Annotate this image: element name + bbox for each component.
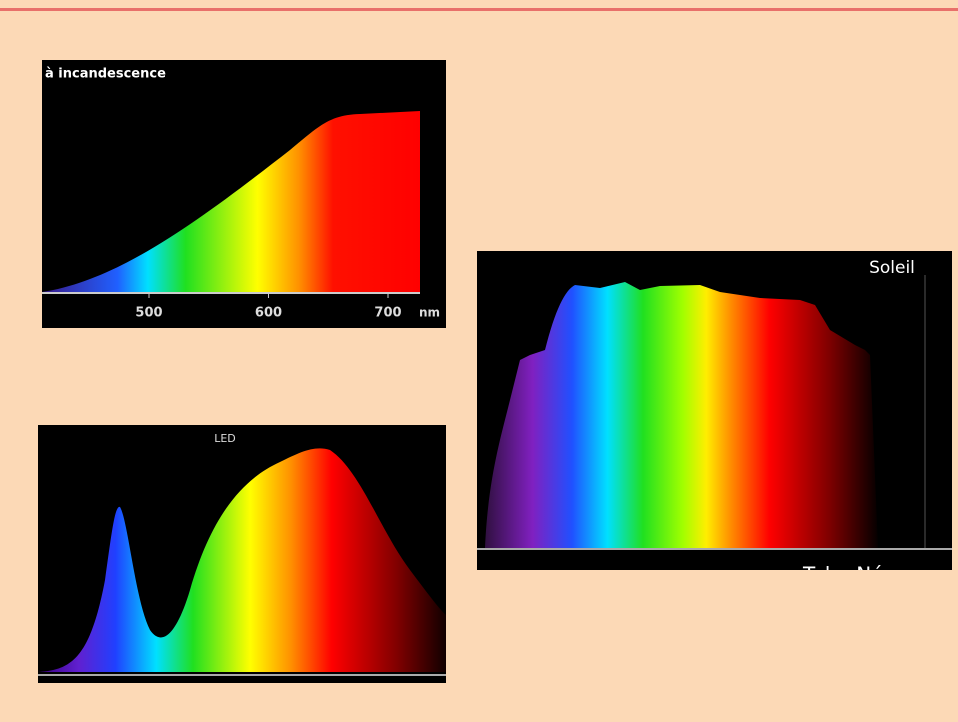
- panel-title: LED: [214, 432, 236, 445]
- panel-title: Soleil: [869, 258, 915, 278]
- tick-label: 500: [135, 306, 162, 321]
- tick-label: 700: [374, 306, 401, 321]
- top-rule: [0, 8, 958, 11]
- slide: à incandescence 500600700 nm LED Soleil …: [0, 0, 958, 722]
- tick-label: 600: [255, 306, 282, 321]
- unit-label: nm: [419, 306, 440, 320]
- clipped-footer: Tube Néon: [802, 563, 908, 587]
- footer-title: Tube Néon: [802, 563, 908, 587]
- panel-title: à incandescence: [45, 67, 166, 82]
- page: à incandescence 500600700 nm LED Soleil …: [0, 0, 958, 722]
